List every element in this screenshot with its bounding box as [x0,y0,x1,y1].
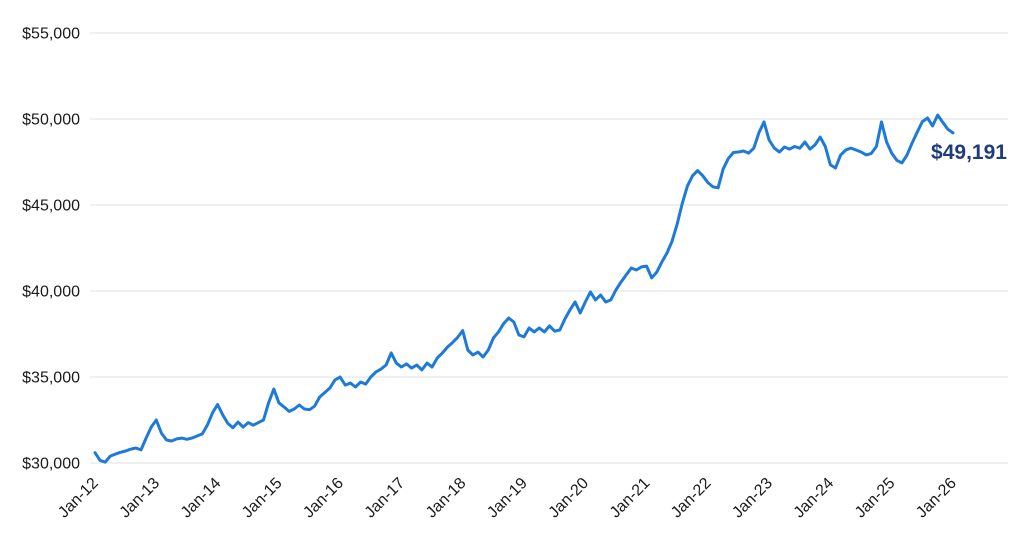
x-axis-tick-label: Jan-19 [484,475,531,522]
x-axis-tick-label: Jan-15 [239,475,286,522]
y-axis-tick-label: $50,000 [22,112,80,129]
x-axis-tick-label: Jan-20 [546,475,593,522]
series-group: $49,191 [93,113,1007,464]
x-axis-tick-label: Jan-14 [178,475,225,522]
x-axis-tick-label: Jan-21 [607,475,654,522]
y-axis-tick-label: $35,000 [22,370,80,387]
x-axis-tick-label: Jan-18 [423,475,470,522]
x-axis-tick-label: Jan-13 [117,475,164,522]
x-axis-tick-label: Jan-16 [300,475,347,522]
y-axis-tick-label: $30,000 [22,456,80,473]
gridlines-group [90,32,1008,464]
y-axis-labels-group: $30,000 $35,000 $40,000 $45,000 $50,000 $55,0… [22,26,80,473]
y-axis-tick-label: $55,000 [22,26,80,43]
x-axis-tick-label: Jan-17 [362,475,409,522]
x-axis-tick-label: Jan-25 [852,475,899,522]
x-axis-tick-label: Jan-23 [729,475,776,522]
x-axis-tick-label: Jan-12 [55,475,102,522]
x-axis-tick-label: Jan-24 [791,475,838,522]
series-line [93,113,955,464]
x-axis-labels-group: Jan-12 Jan-13 Jan-14 Jan-15 Jan-16 Jan-17 Jan-… [55,475,960,522]
x-axis-tick-label: Jan-26 [913,475,960,522]
y-axis-tick-label: $45,000 [22,198,80,215]
series-end-value-label: $49,191 [931,141,1007,164]
x-axis-tick-label: Jan-22 [668,475,715,522]
y-axis-tick-label: $40,000 [22,284,80,301]
